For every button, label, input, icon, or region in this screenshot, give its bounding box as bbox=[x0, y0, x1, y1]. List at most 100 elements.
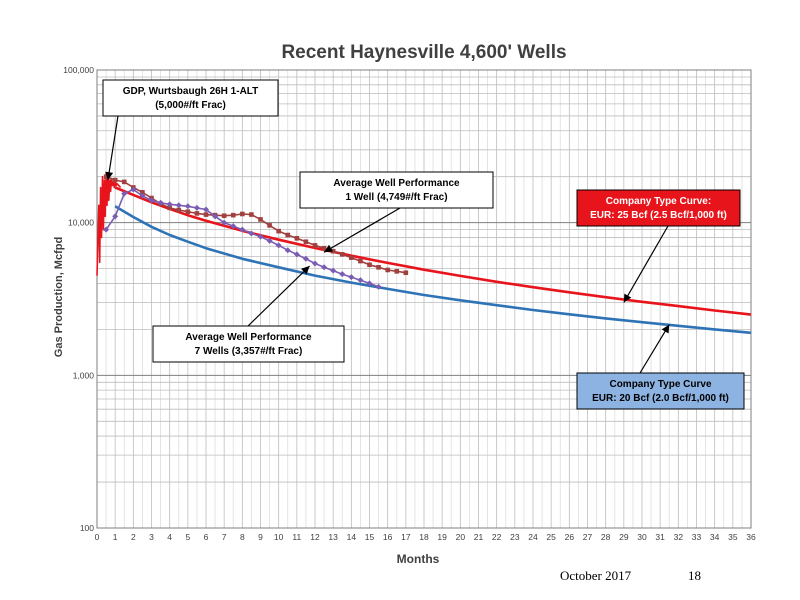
data-point bbox=[184, 203, 191, 210]
axes: 0 1 2 3 4 5 6 7 8 9 10 11 12 13 14 15 16 17 18 19 20 21 22 23 24… bbox=[63, 65, 756, 542]
data-point bbox=[321, 245, 327, 251]
x-tick-label: 28 bbox=[601, 532, 611, 542]
callout-text: EUR: 20 Bcf (2.0 Bcf/1,000 ft) bbox=[592, 393, 729, 404]
plot-border bbox=[96, 69, 752, 529]
data-point bbox=[221, 213, 227, 219]
callout-box bbox=[576, 189, 741, 227]
x-tick-label: 22 bbox=[492, 532, 502, 542]
x-tick-label: 19 bbox=[437, 532, 447, 542]
x-axis-label: Months bbox=[397, 552, 440, 566]
page-number: 18 bbox=[688, 568, 701, 583]
annotations: GDP, Wurtsbaugh 26H 1-ALT (5,000#/ft Frac… bbox=[102, 79, 745, 410]
data-point bbox=[193, 204, 200, 211]
data-point bbox=[330, 267, 337, 274]
data-point bbox=[339, 252, 345, 257]
y-axis-label: Gas Production, Mcfpd bbox=[53, 237, 65, 357]
callout-arrow-head bbox=[301, 266, 310, 275]
data-point bbox=[103, 226, 110, 233]
data-point bbox=[221, 219, 228, 226]
data-point bbox=[285, 232, 291, 238]
y-tick-label: 100 bbox=[80, 523, 94, 533]
data-point bbox=[166, 201, 173, 208]
x-tick-label: 9 bbox=[258, 532, 263, 542]
x-tick-label: 1 bbox=[113, 532, 118, 542]
x-tick-label: 12 bbox=[310, 532, 320, 542]
data-point bbox=[339, 271, 346, 278]
data-point bbox=[312, 260, 318, 267]
data-point bbox=[194, 211, 200, 216]
y-tick-label: 1,000 bbox=[73, 370, 95, 380]
callout-arrow-head bbox=[661, 324, 670, 334]
callout-text: Company Type Curve: bbox=[606, 196, 711, 207]
x-tick-label: 26 bbox=[565, 532, 575, 542]
data-point bbox=[230, 223, 237, 230]
data-point bbox=[276, 228, 281, 234]
data-point bbox=[121, 190, 128, 197]
data-point bbox=[130, 186, 137, 193]
data-point bbox=[294, 235, 300, 241]
data-point bbox=[321, 264, 328, 271]
series-line bbox=[114, 186, 752, 316]
x-tick-label: 4 bbox=[167, 532, 172, 542]
data-point bbox=[366, 280, 373, 287]
data-point bbox=[240, 211, 245, 217]
x-tick-label: 30 bbox=[637, 532, 647, 542]
data-point bbox=[230, 212, 236, 218]
callout-arrow-head bbox=[324, 244, 334, 253]
series bbox=[96, 172, 752, 335]
series-line bbox=[96, 172, 122, 276]
callout-arrow-line bbox=[639, 324, 670, 374]
callout-arrow-line bbox=[623, 225, 669, 303]
callout-arrow-head bbox=[623, 293, 632, 303]
data-point bbox=[175, 202, 182, 209]
footer-date: October 2017 bbox=[560, 568, 632, 583]
data-point bbox=[140, 190, 145, 195]
x-tick-label: 18 bbox=[419, 532, 429, 542]
x-tick-label: 23 bbox=[510, 532, 520, 542]
grid bbox=[96, 69, 752, 529]
data-point bbox=[167, 205, 172, 211]
data-point bbox=[293, 251, 300, 258]
callout-box bbox=[299, 171, 494, 209]
data-point bbox=[358, 258, 363, 264]
x-tick-label: 35 bbox=[728, 532, 738, 542]
data-point bbox=[267, 223, 272, 228]
callout-box bbox=[152, 325, 345, 363]
data-point bbox=[257, 233, 264, 240]
callout-box bbox=[576, 372, 745, 410]
callout-arrow-head bbox=[105, 171, 114, 181]
callout-arrow-line bbox=[107, 115, 119, 181]
callout-text: 1 Well (4,749#/ft Frac) bbox=[345, 192, 447, 203]
data-point bbox=[249, 212, 254, 217]
callout-text: EUR: 25 Bcf (2.5 Bcf/1,000 ft) bbox=[590, 210, 727, 221]
x-tick-label: 16 bbox=[383, 532, 393, 542]
data-point bbox=[212, 213, 219, 220]
data-point bbox=[385, 267, 390, 273]
data-point bbox=[176, 207, 182, 213]
callout-text: (5,000#/ft Frac) bbox=[155, 100, 226, 111]
data-point bbox=[121, 179, 127, 185]
data-point bbox=[303, 239, 309, 245]
data-point bbox=[394, 269, 400, 274]
data-point bbox=[375, 283, 382, 290]
data-point bbox=[284, 247, 291, 254]
data-point bbox=[203, 206, 209, 213]
data-point bbox=[349, 255, 354, 260]
x-tick-label: 21 bbox=[474, 532, 484, 542]
callout-text: GDP, Wurtsbaugh 26H 1-ALT bbox=[123, 86, 259, 97]
x-tick-label: 31 bbox=[655, 532, 665, 542]
data-point bbox=[376, 265, 381, 270]
data-point bbox=[275, 242, 282, 249]
x-tick-label: 7 bbox=[222, 532, 227, 542]
data-point bbox=[148, 197, 155, 204]
series-line bbox=[114, 205, 752, 335]
callout-box bbox=[102, 79, 279, 117]
callout-text: 7 Wells (3,357#/ft Frac) bbox=[195, 346, 303, 357]
x-tick-label: 5 bbox=[185, 532, 190, 542]
data-point bbox=[185, 209, 191, 214]
x-tick-label: 17 bbox=[401, 532, 411, 542]
data-point bbox=[239, 226, 246, 233]
data-point bbox=[258, 217, 263, 222]
data-point bbox=[348, 274, 355, 281]
x-tick-label: 6 bbox=[204, 532, 209, 542]
